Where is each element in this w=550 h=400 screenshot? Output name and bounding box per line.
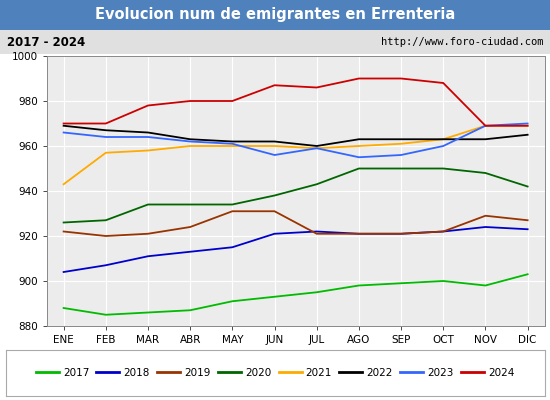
Text: 2017 - 2024: 2017 - 2024 xyxy=(7,36,85,48)
Text: Evolucion num de emigrantes en Errenteria: Evolucion num de emigrantes en Errenteri… xyxy=(95,8,455,22)
Legend: 2017, 2018, 2019, 2020, 2021, 2022, 2023, 2024: 2017, 2018, 2019, 2020, 2021, 2022, 2023… xyxy=(32,365,518,381)
Text: http://www.foro-ciudad.com: http://www.foro-ciudad.com xyxy=(381,37,543,47)
